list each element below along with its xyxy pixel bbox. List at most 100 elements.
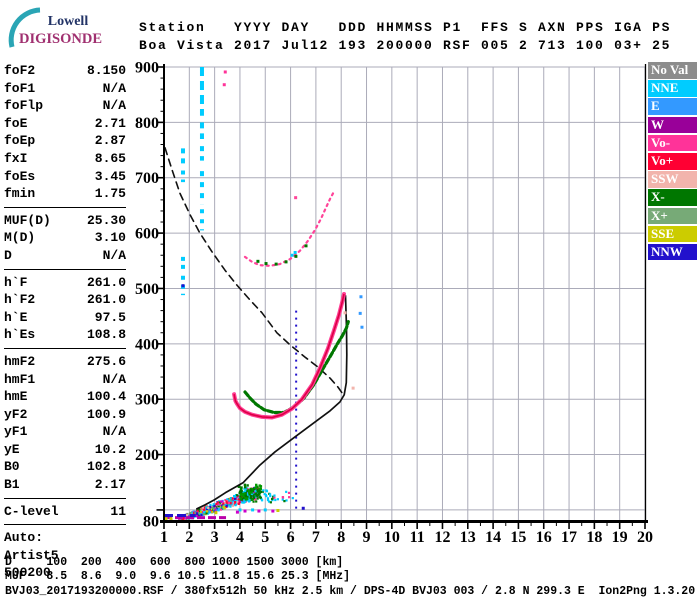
svg-text:13: 13 bbox=[460, 529, 476, 546]
echo-markers bbox=[181, 70, 364, 515]
svg-text:20: 20 bbox=[637, 529, 653, 546]
svg-text:900: 900 bbox=[135, 60, 159, 77]
param-value: 2.17 bbox=[94, 477, 126, 493]
f-trace-o-mode-core bbox=[233, 293, 345, 419]
muf-row: MUF 8.5 8.6 9.0 9.6 10.5 11.8 15.6 25.3 … bbox=[5, 570, 351, 583]
param-row-b1: B1 2.17 bbox=[4, 476, 126, 494]
param-label: foF1 bbox=[4, 80, 36, 96]
autoscaling-info-line: Artist5 bbox=[4, 547, 59, 563]
param-label: B1 bbox=[4, 477, 20, 493]
file-info-footer: BVJ03_2017193200000.RSF / 380fx512h 50 k… bbox=[5, 585, 696, 598]
param-value: 1.75 bbox=[94, 186, 126, 202]
svg-text:10: 10 bbox=[384, 529, 400, 546]
param-row-hmf2: hmF2 275.6 bbox=[4, 353, 126, 371]
panel-divider bbox=[4, 347, 126, 349]
es-baseline-traces bbox=[164, 513, 227, 521]
param-row-yf2: yF2 100.9 bbox=[4, 406, 126, 424]
lowell-digisonde-logo: Lowell DIGISONDE bbox=[6, 6, 121, 50]
svg-text:7: 7 bbox=[312, 529, 320, 546]
param-row-mufd: MUF(D) 25.30 bbox=[4, 212, 126, 230]
svg-text:14: 14 bbox=[485, 529, 501, 546]
param-label: yF1 bbox=[4, 424, 28, 440]
param-label: h`Es bbox=[4, 327, 36, 343]
param-row-b0: B0 102.8 bbox=[4, 458, 126, 476]
param-row-he: h`E 97.5 bbox=[4, 309, 126, 327]
param-label: D bbox=[4, 247, 12, 263]
param-value: 275.6 bbox=[86, 353, 126, 369]
param-label: foF2 bbox=[4, 63, 36, 78]
param-value: N/A bbox=[102, 80, 126, 96]
legend-item-vo+: Vo+ bbox=[648, 152, 697, 170]
param-label: hmE bbox=[4, 389, 28, 405]
param-value: N/A bbox=[102, 247, 126, 263]
param-row-yf1: yF1 N/A bbox=[4, 423, 126, 441]
direction-color-legend: No Val NNE E W Vo- Vo+ SSW X- X+ SSE NNW bbox=[648, 62, 698, 262]
legend-item-x+: X+ bbox=[648, 207, 697, 225]
svg-text:700: 700 bbox=[135, 170, 159, 187]
legend-item-vo-: Vo- bbox=[648, 134, 697, 152]
legend-item-nne: NNE bbox=[648, 80, 697, 97]
svg-text:800: 800 bbox=[135, 115, 159, 132]
param-row-foflp: foFlp N/A bbox=[4, 97, 126, 115]
legend-item-ssw: SSW bbox=[648, 171, 697, 188]
svg-text:500: 500 bbox=[135, 281, 159, 298]
param-value: 261.0 bbox=[86, 274, 126, 290]
param-row-foep: foEp 2.87 bbox=[4, 132, 126, 150]
param-label: yE bbox=[4, 441, 20, 457]
legend-item-sse: SSE bbox=[648, 225, 697, 243]
axes bbox=[156, 64, 648, 529]
svg-text:19: 19 bbox=[612, 529, 628, 546]
param-value: 8.65 bbox=[94, 150, 126, 166]
param-row-foe: foE 2.71 bbox=[4, 115, 126, 133]
param-value: 2.71 bbox=[94, 115, 126, 131]
param-label: MUF(D) bbox=[4, 212, 51, 228]
param-value: N/A bbox=[102, 424, 126, 440]
distance-row: D 100 200 400 600 800 1000 1500 3000 [km… bbox=[5, 556, 344, 569]
param-row-hes: h`Es 108.8 bbox=[4, 326, 126, 344]
param-row-fxi: fxI 8.65 bbox=[4, 150, 126, 168]
second-hop-f-trace bbox=[243, 192, 335, 267]
param-label: h`F bbox=[4, 274, 28, 290]
station-header: Station YYYY DAY DDD HHMMSS P1 FFS S AXN… bbox=[139, 19, 671, 55]
legend-item-x-: X- bbox=[648, 189, 697, 206]
param-row-foes: foEs 3.45 bbox=[4, 168, 126, 186]
svg-text:200: 200 bbox=[135, 447, 159, 464]
param-label: h`F2 bbox=[4, 292, 36, 308]
param-label: foEp bbox=[4, 133, 36, 149]
param-value: N/A bbox=[102, 371, 126, 387]
svg-text:400: 400 bbox=[135, 336, 159, 353]
param-row-hmf1: hmF1 N/A bbox=[4, 371, 126, 389]
param-label: foEs bbox=[4, 168, 36, 184]
param-row-fmin: fmin 1.75 bbox=[4, 185, 126, 203]
param-label: hmF2 bbox=[4, 353, 36, 369]
logo-graphic: Lowell DIGISONDE bbox=[8, 7, 102, 48]
svg-text:3: 3 bbox=[211, 529, 219, 546]
vertical-echo-segments bbox=[180, 67, 298, 510]
param-label: yF2 bbox=[4, 406, 28, 422]
legend-item-w: W bbox=[648, 116, 697, 134]
logo-arc-icon bbox=[8, 7, 41, 48]
param-row-d: D N/A bbox=[4, 247, 126, 265]
param-value: 2.87 bbox=[94, 133, 126, 149]
svg-text:15: 15 bbox=[510, 529, 526, 546]
legend-item-noval: No Val bbox=[648, 62, 697, 79]
param-row-hf2: h`F2 261.0 bbox=[4, 291, 126, 309]
param-value: 100.9 bbox=[86, 406, 126, 422]
param-value: 3.45 bbox=[94, 168, 126, 184]
param-value: 97.5 bbox=[94, 309, 126, 325]
header-values-row: Boa Vista 2017 Jul12 193 200000 RSF 005 … bbox=[139, 38, 672, 53]
svg-text:1: 1 bbox=[160, 529, 168, 546]
param-label: M(D) bbox=[4, 230, 36, 246]
param-value: 261.0 bbox=[86, 292, 126, 308]
param-row-md: M(D) 3.10 bbox=[4, 229, 126, 247]
param-value: 11 bbox=[110, 503, 126, 519]
param-value: 8.150 bbox=[86, 63, 126, 78]
param-label: C-level bbox=[4, 503, 59, 519]
param-label: fmin bbox=[4, 186, 36, 202]
sporadic-e-echo-cloud bbox=[178, 483, 294, 522]
svg-text:5: 5 bbox=[261, 529, 269, 546]
svg-text:2: 2 bbox=[185, 529, 193, 546]
